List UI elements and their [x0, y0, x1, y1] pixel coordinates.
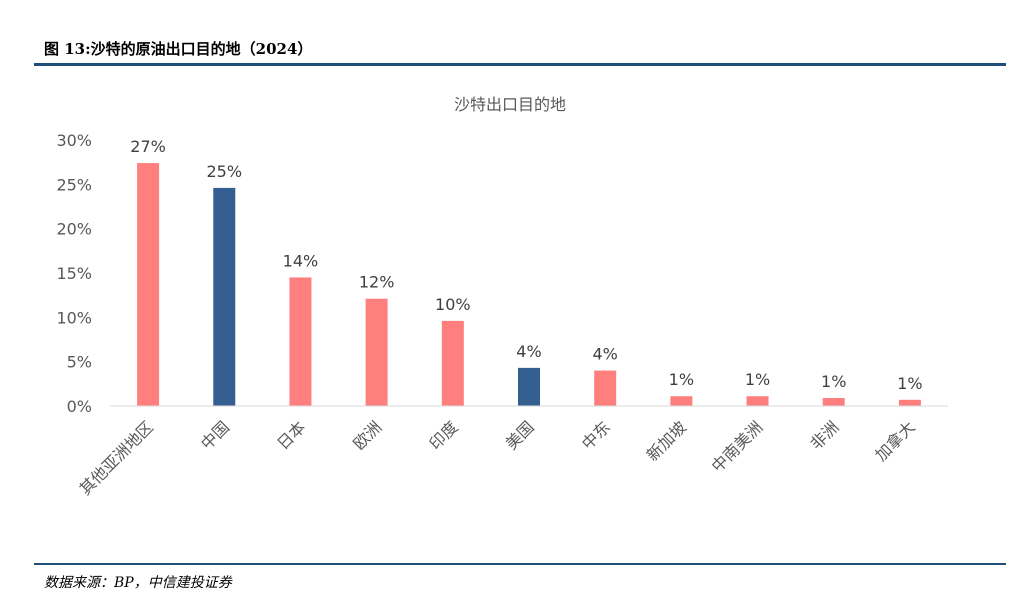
x-category-label: 其他亚洲地区: [76, 417, 157, 498]
x-category-label: 中东: [578, 417, 614, 453]
bar: [441, 320, 464, 406]
y-tick-label: 5%: [67, 353, 92, 372]
bottom-rule: [34, 563, 1006, 565]
x-category-label: 中国: [197, 417, 233, 453]
bar-value-label: 1%: [821, 372, 846, 391]
y-tick-label: 15%: [56, 264, 92, 283]
x-category-label: 新加坡: [643, 417, 690, 464]
bar-value-label: 1%: [897, 374, 922, 393]
y-tick-label: 20%: [56, 220, 92, 239]
y-tick-label: 25%: [56, 175, 92, 194]
bar-value-label: 1%: [669, 370, 694, 389]
bar: [518, 367, 540, 406]
y-tick-label: 10%: [56, 308, 92, 327]
bar-chart: 沙特出口目的地 0% 5% 10% 15% 20% 25% 30% 27% 25% 14% 12%…: [56, 95, 948, 499]
x-category-label: 加拿大: [871, 417, 918, 464]
chart-title: 沙特出口目的地: [454, 95, 566, 114]
bar: [289, 277, 312, 406]
x-category-label: 美国: [502, 417, 538, 453]
bar-value-label: 14%: [283, 251, 319, 270]
x-category-label: 日本: [273, 417, 309, 453]
bar: [670, 396, 693, 406]
bar-value-label: 10%: [435, 295, 471, 314]
bar-value-label: 1%: [745, 370, 770, 389]
x-category-label: 欧洲: [349, 417, 385, 453]
y-tick-label: 0%: [67, 397, 92, 416]
bar-value-label: 25%: [206, 162, 242, 181]
bar: [822, 398, 845, 406]
bar-value-label: 4%: [592, 345, 617, 364]
bar: [365, 298, 388, 406]
x-category-label: 印度: [426, 417, 462, 453]
bar-value-label: 12%: [359, 273, 395, 292]
x-category-label: 非洲: [806, 417, 842, 453]
bar-value-label: 27%: [130, 137, 166, 156]
x-category-label: 中南美洲: [708, 417, 767, 476]
bar-value-label: 4%: [516, 342, 541, 361]
bar: [213, 187, 236, 406]
top-rule: [34, 63, 1006, 66]
bar: [594, 370, 617, 406]
figure-title: 图 13:沙特的原油出口目的地（2024）: [44, 40, 313, 58]
bar: [137, 163, 160, 406]
bar: [746, 396, 769, 406]
y-tick-label: 30%: [56, 131, 92, 150]
bar: [898, 399, 921, 406]
source-note: 数据来源：BP，中信建投证券: [44, 575, 232, 591]
